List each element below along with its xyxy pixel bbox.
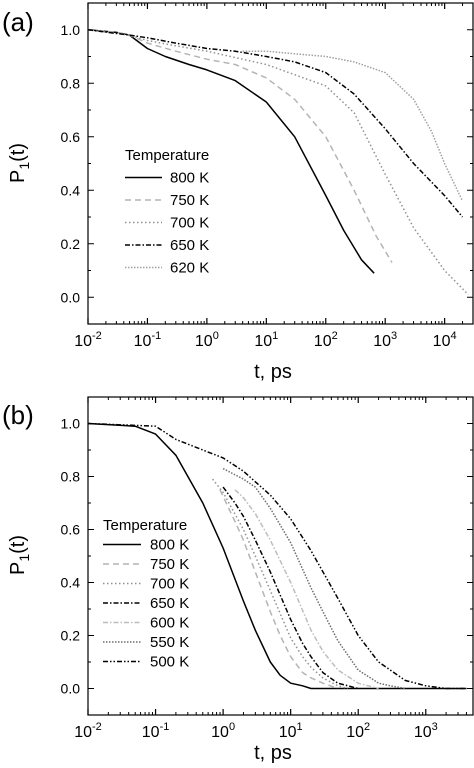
panel-a-y-tick-label: 0.0: [61, 289, 81, 305]
panel-a-series-750k: [87, 29, 393, 263]
panel-b-x-tick-label: 10-1: [142, 721, 170, 741]
panel-b-y-tick-label: 0.8: [61, 469, 81, 485]
panel-b-y-tick-label: 1.0: [61, 416, 81, 432]
panel-b-legend-entry: 750 K: [150, 556, 189, 573]
panel-a-x-tick-label: 102: [314, 330, 338, 350]
panel-b-x-tick-label: 100: [211, 721, 235, 741]
panel-a-y-tick-label: 0.2: [61, 236, 81, 252]
panel-b-legend-title: Temperature: [103, 517, 187, 534]
panel-a-y-tick-label: 0.6: [61, 129, 81, 145]
panel-b-x-tick-label: 101: [279, 721, 303, 741]
panel-b-legend-entry: 700 K: [150, 576, 189, 593]
panel-b-series-500k: [87, 422, 467, 690]
panel-b-label: (b): [2, 400, 34, 430]
panel-b-series-700k: [212, 478, 348, 690]
panel-a-legend-entry: 650 K: [170, 237, 209, 254]
panel-a-y-tick-label: 1.0: [61, 22, 81, 38]
panel-a-y-axis-label: P1(t): [7, 143, 32, 183]
panel-a-x-tick-label: 100: [195, 330, 219, 350]
panel-b-series-750k: [219, 489, 339, 690]
panel-a-x-tick-label: 10-1: [134, 330, 162, 350]
panel-b-series-650k: [222, 486, 359, 690]
panel-a-x-tick-label: 101: [254, 330, 278, 350]
panel-b-legend-entry: 800 K: [150, 537, 189, 554]
panel-b-plot-frame: [87, 396, 474, 716]
panel-a-series-800k: [87, 29, 375, 274]
panel-b-legend-entry: 650 K: [150, 595, 189, 612]
panel-b-legend-entry: 600 K: [150, 615, 189, 632]
panel-a-series-650k: [87, 29, 464, 218]
panel-b-y-tick-label: 0.4: [61, 575, 81, 591]
panel-a-x-tick-label: 103: [373, 330, 397, 350]
panel-a-x-tick-label: 104: [433, 330, 457, 350]
panel-b-series-800k: [87, 422, 467, 690]
panel-b-x-tick-label: 102: [346, 721, 370, 741]
panel-b-x-tick-label: 103: [414, 721, 438, 741]
panel-b-y-axis-label: P1(t): [7, 535, 32, 575]
panel-a-x-axis-label: t, ps: [254, 361, 292, 383]
panel-b-legend-entry: 500 K: [150, 654, 189, 671]
panel-a-label: (a): [2, 7, 34, 37]
panel-b-y-tick-label: 0.6: [61, 522, 81, 538]
panel-b-series-600k: [234, 489, 379, 690]
panel-a-legend-entry: 750 K: [170, 192, 209, 209]
panel-a-series-700k: [87, 29, 469, 296]
panel-b-series-550k: [222, 467, 406, 690]
panel-b-x-axis-label: t, ps: [254, 742, 292, 764]
panel-a-legend-entry: 800 K: [170, 170, 209, 187]
panel-a-y-tick-label: 0.4: [61, 182, 81, 198]
panel-a-x-tick-label: 10-2: [74, 330, 102, 350]
panel-a-y-tick-label: 0.8: [61, 75, 81, 91]
panel-a-legend-title: Temperature: [125, 147, 209, 164]
panel-b-y-tick-label: 0.2: [61, 628, 81, 644]
panel-a: 10-2 10-1 100 101 102 103 104 0.0 0.2 0.4 0.6 0.8 1.…: [2, 2, 474, 383]
panel-a-legend-entry: 620 K: [170, 260, 209, 277]
panel-b: 10-2 10-1 100 101 102 103 0.0 0.2 0.4 0.6 0.8 1.0 Te…: [2, 396, 474, 764]
panel-b-legend-entry: 550 K: [150, 634, 189, 651]
panel-a-legend-entry: 700 K: [170, 215, 209, 232]
panel-b-x-tick-label: 10-2: [74, 721, 102, 741]
panel-a-series-620k: [242, 50, 464, 202]
panel-b-y-tick-label: 0.0: [61, 681, 81, 697]
